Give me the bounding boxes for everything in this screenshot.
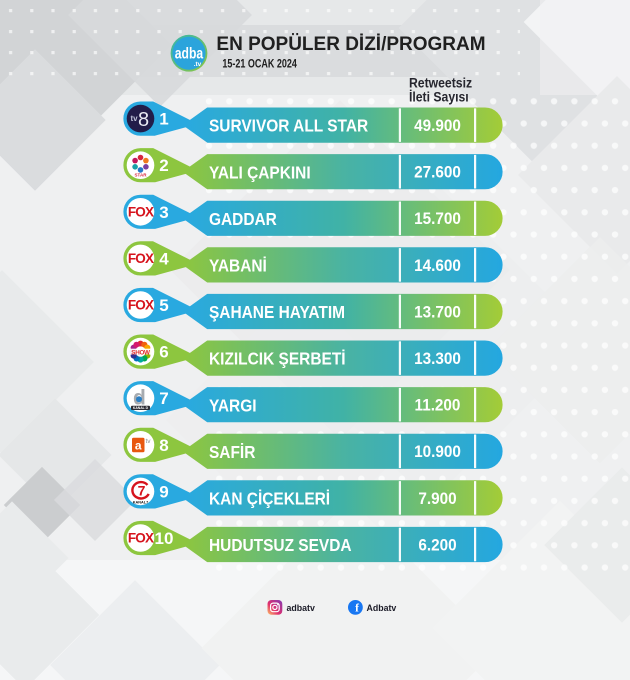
svg-text:adba: adba [175,45,203,63]
svg-text:a: a [135,438,142,452]
svg-text:FOX: FOX [128,204,154,219]
svg-text:15-21 OCAK 2024: 15-21 OCAK 2024 [222,58,297,72]
svg-text:Retweetsiz: Retweetsiz [409,75,472,91]
svg-text:9: 9 [159,482,168,501]
svg-text:10.900: 10.900 [414,442,461,461]
svg-text:KAN ÇİÇEKLERİ: KAN ÇİÇEKLERİ [209,488,330,508]
svg-text:14.600: 14.600 [414,256,461,275]
svg-text:tv: tv [131,114,139,123]
svg-text:8: 8 [159,436,168,455]
svg-text:7: 7 [138,482,146,498]
svg-text:SHOW: SHOW [131,350,150,357]
svg-text:6.200: 6.200 [418,536,456,555]
svg-text:SURVIVOR ALL STAR: SURVIVOR ALL STAR [209,116,368,136]
svg-text:7: 7 [159,389,168,408]
svg-text:YALI ÇAPKINI: YALI ÇAPKINI [209,162,311,182]
svg-text:f: f [355,602,359,614]
svg-text:10: 10 [155,529,174,548]
svg-text:49.900: 49.900 [414,116,461,135]
svg-text:FOX: FOX [128,298,154,313]
svg-text:6: 6 [159,343,168,362]
svg-text:.tv: .tv [194,61,202,68]
svg-text:8: 8 [138,109,149,131]
svg-text:EN POPÜLER DİZİ/PROGRAM: EN POPÜLER DİZİ/PROGRAM [216,34,485,55]
svg-text:5: 5 [159,296,168,315]
svg-text:ŞAHANE HAYATIM: ŞAHANE HAYATIM [209,302,345,322]
svg-text:13.300: 13.300 [414,349,461,368]
svg-text:KIZILCIK ŞERBETİ: KIZILCIK ŞERBETİ [209,349,346,369]
svg-text:KANAL7: KANAL7 [133,501,148,505]
svg-text:13.700: 13.700 [414,303,461,322]
svg-text:2: 2 [159,156,168,175]
svg-text:YARGI: YARGI [209,395,257,415]
svg-text:SAFİR: SAFİR [209,442,255,462]
svg-text:Adbatv: Adbatv [367,603,397,613]
svg-text:GADDAR: GADDAR [209,209,277,229]
svg-text:HUDUTSUZ SEVDA: HUDUTSUZ SEVDA [209,535,352,555]
svg-text:KANAL D: KANAL D [133,406,149,410]
svg-text:4: 4 [159,249,169,268]
svg-text:tv: tv [145,438,151,445]
svg-text:FOX: FOX [128,251,154,266]
svg-text:7.900: 7.900 [418,489,456,508]
svg-text:YABANİ: YABANİ [209,255,267,275]
svg-text:1: 1 [159,110,168,129]
svg-text:11.200: 11.200 [415,396,461,415]
svg-text:15.700: 15.700 [414,209,461,228]
svg-text:İleti Sayısı: İleti Sayısı [409,89,469,105]
svg-text:27.600: 27.600 [414,163,461,182]
svg-text:STAR: STAR [135,173,148,178]
svg-text:3: 3 [159,203,168,222]
svg-text:adbatv: adbatv [287,603,315,613]
svg-text:FOX: FOX [128,531,154,546]
